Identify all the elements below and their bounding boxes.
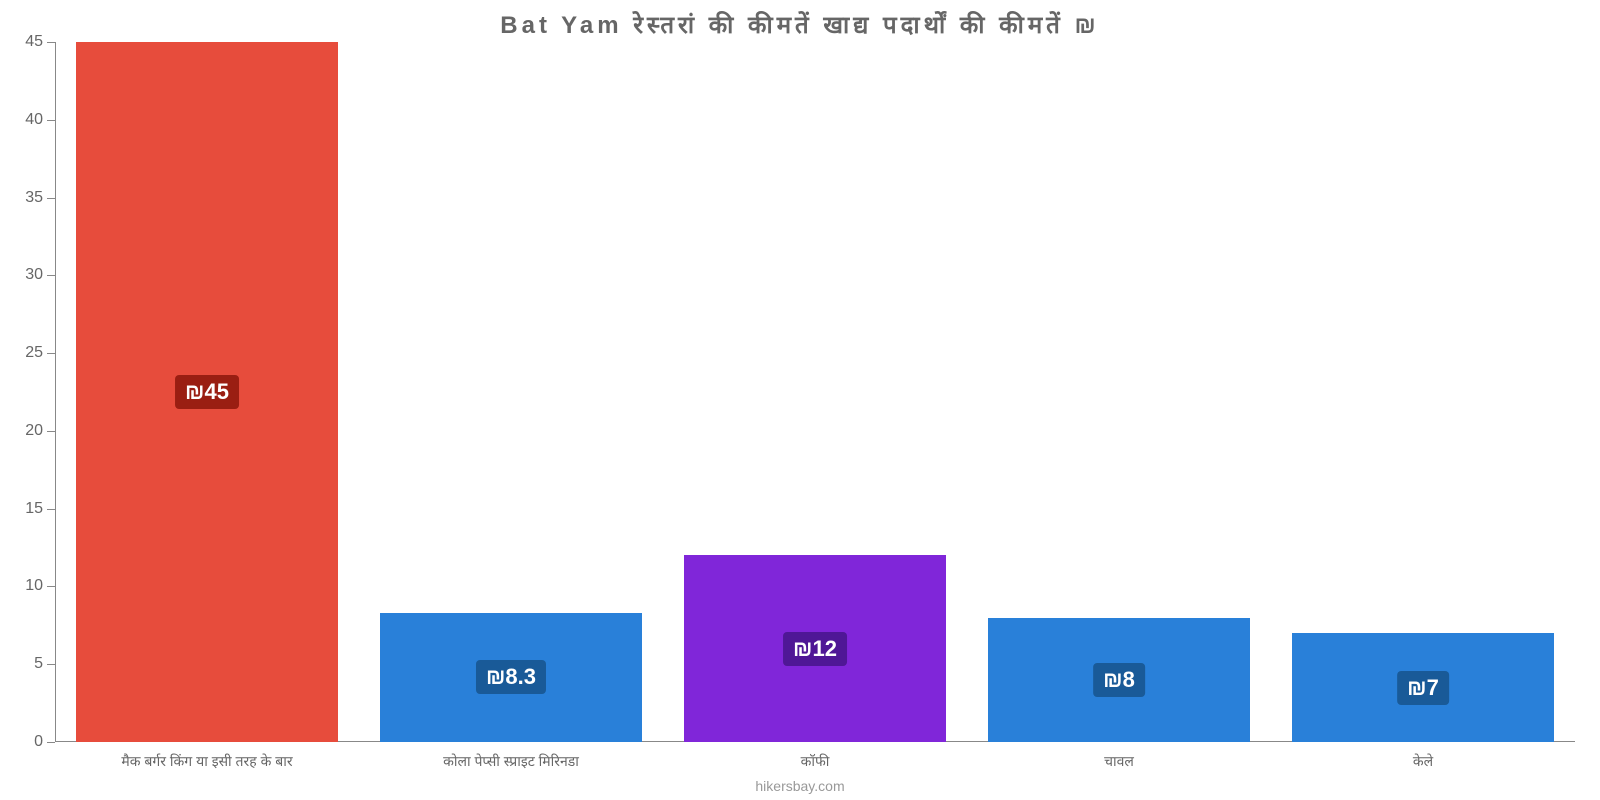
y-tick-label: 0 (34, 733, 55, 751)
x-axis-label: मैक बर्गर किंग या इसी तरह के बार (121, 752, 292, 771)
plot-area: मैक बर्गर किंग या इसी तरह के बार₪45कोला … (55, 42, 1575, 742)
chart-title: Bat Yam रेस्तरां की कीमतें खाद्य पदार्थो… (0, 8, 1600, 41)
bar-slot: केले₪7 (1271, 42, 1575, 742)
y-tick-label: 15 (25, 500, 55, 518)
chart-container: Bat Yam रेस्तरां की कीमतें खाद्य पदार्थो… (0, 0, 1600, 800)
y-tick-label: 5 (34, 655, 55, 673)
x-axis-label: केले (1413, 752, 1433, 771)
credit-text: hikersbay.com (0, 778, 1600, 794)
bar-slot: कॉफी₪12 (663, 42, 967, 742)
y-tick-label: 40 (25, 111, 55, 129)
y-tick-label: 30 (25, 266, 55, 284)
bar-slot: कोला पेप्सी स्प्राइट मिरिनडा₪8.3 (359, 42, 663, 742)
value-badge: ₪8.3 (476, 660, 546, 694)
bar-slot: चावल₪8 (967, 42, 1271, 742)
y-tick-label: 25 (25, 344, 55, 362)
value-badge: ₪12 (783, 632, 847, 666)
value-badge: ₪7 (1397, 671, 1449, 705)
x-axis-label: कोला पेप्सी स्प्राइट मिरिनडा (443, 752, 579, 771)
x-axis-label: चावल (1104, 752, 1134, 771)
y-tick-label: 10 (25, 577, 55, 595)
value-badge: ₪8 (1093, 663, 1145, 697)
bars-group: मैक बर्गर किंग या इसी तरह के बार₪45कोला … (55, 42, 1575, 742)
y-tick-label: 20 (25, 422, 55, 440)
y-tick-label: 45 (25, 33, 55, 51)
x-axis-label: कॉफी (801, 752, 830, 771)
y-tick-label: 35 (25, 189, 55, 207)
bar-slot: मैक बर्गर किंग या इसी तरह के बार₪45 (55, 42, 359, 742)
value-badge: ₪45 (175, 375, 239, 409)
